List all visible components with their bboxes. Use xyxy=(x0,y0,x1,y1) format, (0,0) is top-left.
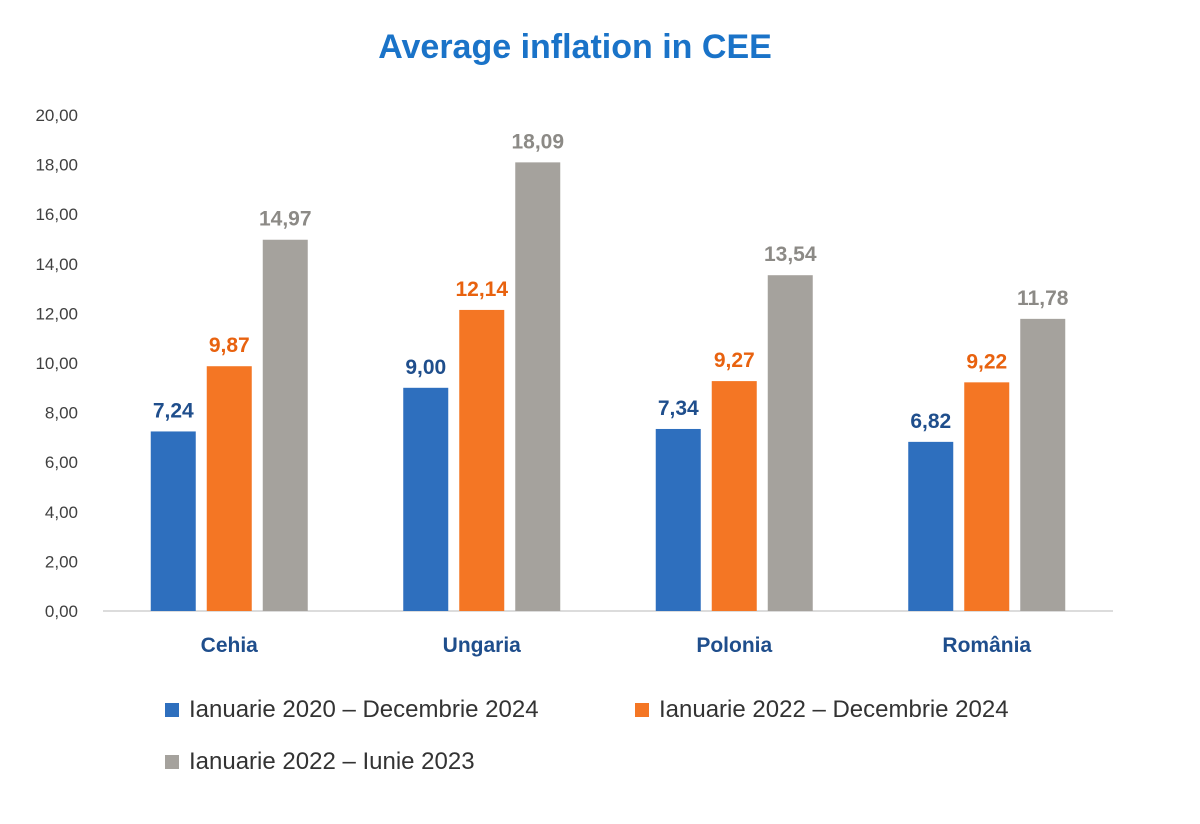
y-tick-label: 2,00 xyxy=(45,552,78,571)
bar-3 xyxy=(515,162,561,612)
y-tick-label: 14,00 xyxy=(35,255,78,274)
bar-1 xyxy=(908,441,954,611)
y-tick-label: 4,00 xyxy=(45,503,78,522)
data-label: 11,78 xyxy=(1017,287,1069,310)
data-label: 6,82 xyxy=(910,410,951,433)
data-label: 9,22 xyxy=(966,350,1007,373)
bar-2 xyxy=(459,309,505,611)
y-tick-label: 6,00 xyxy=(45,453,78,472)
x-tick-label: Polonia xyxy=(696,634,772,657)
y-tick-label: 8,00 xyxy=(45,404,78,423)
bar-1 xyxy=(655,428,701,611)
legend-item-series-1: Ianuarie 2020 – Decembrie 2024 xyxy=(165,696,539,724)
x-tick-label: Ungaria xyxy=(443,634,522,657)
bar-3 xyxy=(767,275,813,611)
y-tick-label: 12,00 xyxy=(35,304,78,323)
data-label: 14,97 xyxy=(259,208,312,231)
data-label: 9,87 xyxy=(209,334,250,357)
x-tick-label: România xyxy=(942,634,1031,657)
data-label: 9,27 xyxy=(714,349,755,372)
legend-item-series-3: Ianuarie 2022 – Iunie 2023 xyxy=(165,748,475,776)
y-tick-label: 10,00 xyxy=(35,354,78,373)
data-label: 7,24 xyxy=(153,399,194,422)
bar-3 xyxy=(1020,318,1066,611)
chart-title: Average inflation in CEE xyxy=(378,28,772,66)
bar-2 xyxy=(964,382,1010,611)
legend-swatch-series-1 xyxy=(165,703,179,717)
data-label: 13,54 xyxy=(764,243,817,266)
y-tick-label: 20,00 xyxy=(35,106,78,125)
bar-3 xyxy=(262,239,308,611)
legend-swatch-series-2 xyxy=(635,703,649,717)
bar-1 xyxy=(403,387,449,611)
data-label: 7,34 xyxy=(658,397,699,420)
bar-2 xyxy=(711,381,757,611)
legend-item-series-2: Ianuarie 2022 – Decembrie 2024 xyxy=(635,696,1009,724)
bar-1 xyxy=(150,431,196,611)
legend-label-series-1: Ianuarie 2020 – Decembrie 2024 xyxy=(189,696,539,723)
bar-2 xyxy=(206,366,252,611)
y-tick-label: 0,00 xyxy=(45,602,78,621)
x-tick-label: Cehia xyxy=(201,634,259,657)
y-tick-label: 16,00 xyxy=(35,205,78,224)
y-tick-label: 18,00 xyxy=(35,156,78,175)
legend-label-series-2: Ianuarie 2022 – Decembrie 2024 xyxy=(659,696,1009,723)
data-label: 12,14 xyxy=(455,278,508,301)
data-label: 18,09 xyxy=(511,130,564,153)
data-label: 9,00 xyxy=(405,356,446,379)
legend-swatch-series-3 xyxy=(165,755,179,769)
legend-label-series-3: Ianuarie 2022 – Iunie 2023 xyxy=(189,748,475,775)
